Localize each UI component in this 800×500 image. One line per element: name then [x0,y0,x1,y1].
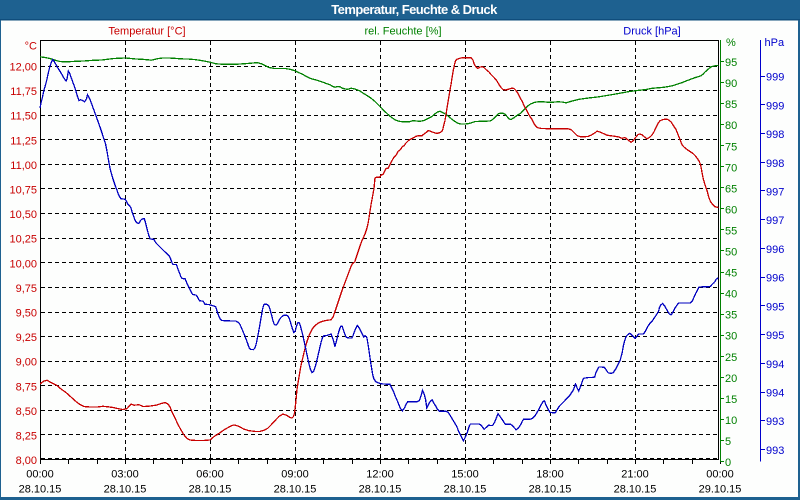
svg-text:25: 25 [725,352,737,364]
svg-text:993: 993 [766,445,784,457]
svg-text:0: 0 [725,457,731,469]
svg-text:21:00: 21:00 [621,469,649,481]
svg-text:28.10.15: 28.10.15 [529,484,572,496]
svg-text:10,50: 10,50 [9,209,37,221]
svg-text:80: 80 [725,120,737,132]
svg-text:rel. Feuchte [%]: rel. Feuchte [%] [364,26,441,38]
svg-text:35: 35 [725,310,737,322]
svg-text:03:00: 03:00 [111,469,139,481]
svg-text:997: 997 [766,215,784,227]
svg-text:70: 70 [725,162,737,174]
svg-text:996: 996 [766,244,784,256]
svg-text:18:00: 18:00 [536,469,564,481]
svg-text:10,75: 10,75 [9,185,37,197]
svg-text:65: 65 [725,183,737,195]
svg-text:Druck [hPa]: Druck [hPa] [623,26,680,38]
svg-text:90: 90 [725,78,737,90]
svg-text:09:00: 09:00 [281,469,309,481]
svg-text:996: 996 [766,273,784,285]
svg-text:06:00: 06:00 [196,469,224,481]
svg-text:11,50: 11,50 [10,111,37,123]
svg-text:9,50: 9,50 [16,308,37,320]
svg-text:5: 5 [725,436,731,448]
svg-text:11,00: 11,00 [10,160,37,172]
svg-text:998: 998 [766,158,784,170]
svg-text:%: % [726,37,736,49]
svg-text:15: 15 [725,394,737,406]
svg-text:993: 993 [766,416,784,428]
svg-text:45: 45 [725,268,737,280]
svg-text:9,00: 9,00 [16,357,37,369]
svg-text:28.10.15: 28.10.15 [614,484,657,496]
svg-text:994: 994 [766,388,784,400]
svg-text:12:00: 12:00 [366,469,394,481]
svg-text:11,75: 11,75 [10,86,37,98]
svg-text:50: 50 [725,247,737,259]
svg-text:00:00: 00:00 [706,469,734,481]
svg-text:11,25: 11,25 [10,135,37,147]
svg-text:55: 55 [725,225,737,237]
svg-text:995: 995 [766,330,784,342]
svg-text:85: 85 [725,99,737,111]
svg-text:999: 999 [766,72,784,84]
svg-text:75: 75 [725,141,737,153]
svg-text:8,00: 8,00 [16,455,37,467]
svg-text:40: 40 [725,289,737,301]
svg-text:°C: °C [25,41,37,53]
svg-text:30: 30 [725,331,737,343]
svg-text:8,25: 8,25 [16,431,37,443]
svg-text:10,25: 10,25 [9,234,37,246]
svg-text:9,25: 9,25 [16,332,37,344]
svg-text:28.10.15: 28.10.15 [19,484,62,496]
svg-text:12,00: 12,00 [9,62,37,74]
svg-text:8,75: 8,75 [16,381,37,393]
svg-text:10,00: 10,00 [9,258,37,270]
svg-text:hPa: hPa [765,37,785,49]
svg-text:995: 995 [766,301,784,313]
svg-text:28.10.15: 28.10.15 [444,484,487,496]
svg-text:20: 20 [725,373,737,385]
svg-text:Temperatur [°C]: Temperatur [°C] [108,26,185,38]
svg-text:999: 999 [766,100,784,112]
svg-text:28.10.15: 28.10.15 [104,484,147,496]
svg-text:10: 10 [725,415,737,427]
svg-text:60: 60 [725,204,737,216]
svg-text:9,75: 9,75 [16,283,37,295]
svg-text:997: 997 [766,186,784,198]
svg-text:994: 994 [766,359,784,371]
svg-text:28.10.15: 28.10.15 [189,484,232,496]
svg-text:Temperatur, Feuchte & Druck: Temperatur, Feuchte & Druck [331,2,498,17]
svg-text:00:00: 00:00 [26,469,54,481]
svg-text:95: 95 [725,57,737,69]
svg-text:28.10.15: 28.10.15 [274,484,317,496]
svg-text:15:00: 15:00 [451,469,479,481]
svg-text:29.10.15: 29.10.15 [699,484,742,496]
svg-text:8,50: 8,50 [16,406,37,418]
svg-text:28.10.15: 28.10.15 [359,484,402,496]
svg-text:998: 998 [766,129,784,141]
